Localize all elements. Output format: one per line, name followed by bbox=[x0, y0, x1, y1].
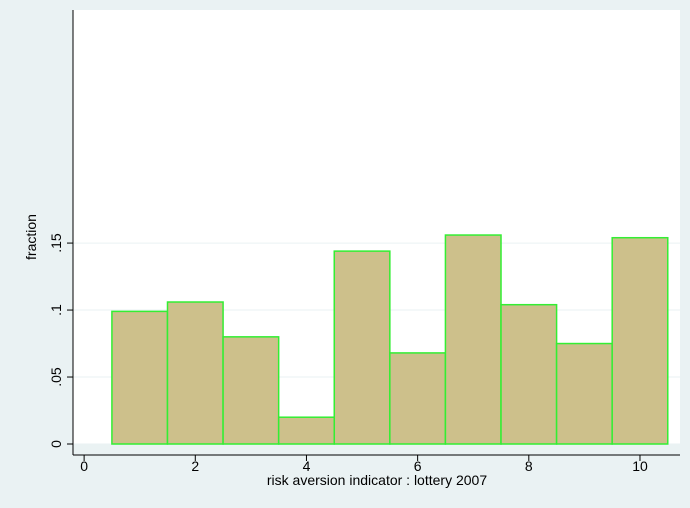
x-tick-label: 2 bbox=[191, 458, 199, 474]
bar bbox=[611, 236, 669, 445]
y-tick-label: .1 bbox=[48, 304, 64, 316]
bar bbox=[333, 250, 391, 445]
x-axis-title: risk aversion indicator : lottery 2007 bbox=[267, 472, 487, 488]
bar bbox=[111, 310, 169, 445]
bar bbox=[166, 301, 224, 445]
bar bbox=[277, 416, 336, 445]
bar bbox=[500, 303, 558, 445]
bar bbox=[444, 234, 502, 445]
x-tick-label: 10 bbox=[632, 458, 648, 474]
bar bbox=[389, 352, 447, 445]
x-tick-label: 6 bbox=[414, 458, 422, 474]
bar bbox=[555, 342, 613, 445]
x-tick-label: 8 bbox=[525, 458, 533, 474]
x-tick-label: 0 bbox=[80, 458, 88, 474]
bar bbox=[222, 336, 280, 445]
y-tick-label: .05 bbox=[48, 367, 64, 387]
y-axis-title: fraction bbox=[23, 214, 39, 260]
x-tick-label: 4 bbox=[303, 458, 311, 474]
y-tick-label: 0 bbox=[48, 440, 64, 448]
y-tick-label: .15 bbox=[48, 233, 64, 253]
